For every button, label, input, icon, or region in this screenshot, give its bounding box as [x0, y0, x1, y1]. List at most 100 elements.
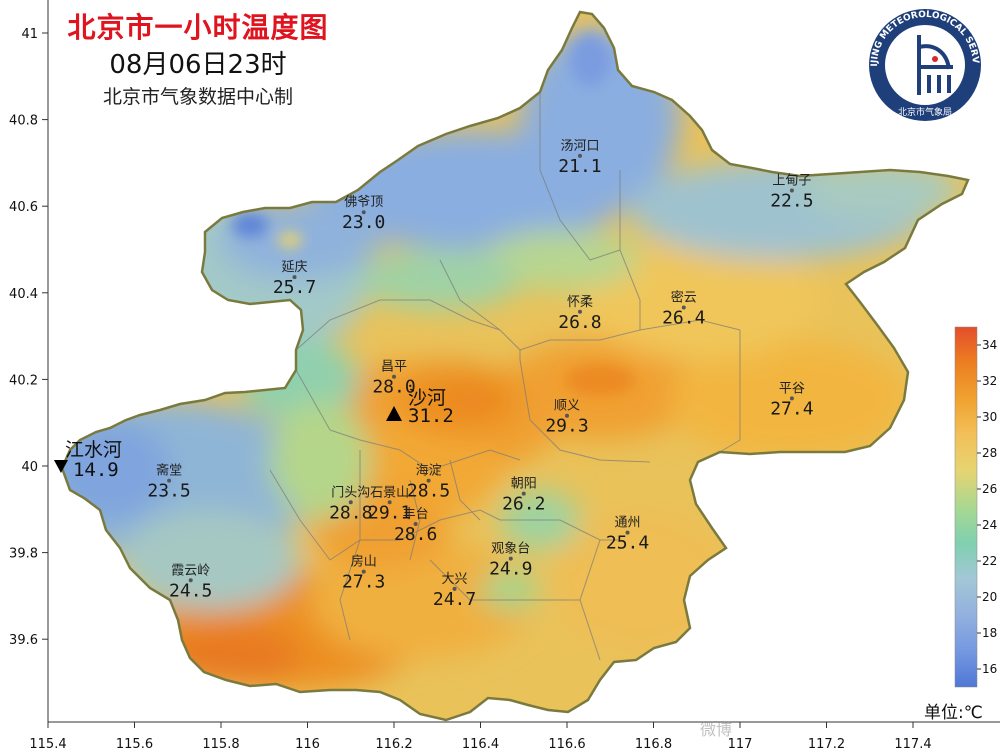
station: 延庆 25.7: [273, 260, 316, 298]
map-source: 北京市气象数据中心制: [102, 86, 293, 108]
station-dot: [565, 413, 569, 418]
station: 斋堂 23.5: [147, 463, 190, 502]
station: 观象台 24.9: [489, 542, 532, 580]
station-dot: [387, 500, 392, 505]
x-axis-ticks: 115.4 115.6 115.8 116 116.2 116.4 116.6 116.8 11…: [29, 722, 932, 752]
x-tick-label: 116.8: [635, 737, 672, 752]
station-dot: [508, 556, 513, 561]
station: 大兴 24.7: [433, 572, 476, 610]
legend-tick-label: 30: [982, 410, 997, 424]
station-name: 汤河口: [560, 139, 599, 154]
station-dot: [577, 153, 582, 158]
station: 上甸子 22.5: [770, 174, 813, 212]
station-value: 24.5: [169, 580, 212, 601]
station-labels: 汤河口 21.1 上甸子 22.5 佛爷顶 23.0 延庆 25.7 怀柔 26.8 密云 26.4 昌…: [147, 139, 813, 610]
station: 汤河口 21.1: [558, 139, 601, 177]
station: 丰台 28.6: [394, 507, 437, 545]
map-title: 北京市一小时温度图: [67, 11, 329, 44]
station-value: 27.4: [770, 398, 813, 419]
max-station-name: 沙河: [408, 387, 446, 409]
station: 佛爷顶 23.0: [342, 195, 385, 233]
station-dot: [413, 521, 418, 526]
legend-tick-label: 28: [982, 446, 997, 460]
x-tick-label: 116.4: [462, 737, 499, 752]
min-station-name: 江水河: [65, 439, 122, 461]
station-name: 密云: [671, 289, 697, 305]
legend-tick-label: 24: [982, 518, 997, 532]
station-dot: [577, 309, 582, 314]
station: 霞云岭 24.5: [169, 563, 212, 601]
color-legend: 34 32 30 28 26 24 22 20 18 16: [954, 326, 997, 688]
legend-tick-label: 20: [982, 590, 997, 604]
y-tick-label: 40.6: [9, 200, 38, 215]
station-name: 佛爷顶: [344, 195, 383, 210]
station-dot: [292, 275, 297, 280]
x-tick-label: 115.6: [116, 737, 153, 752]
station-value: 24.9: [489, 559, 532, 580]
x-tick-label: 117.2: [808, 737, 845, 752]
map-datetime: 08月06日23时: [109, 50, 287, 80]
watermark: 微博: [700, 720, 733, 739]
station-name: 观象台: [491, 542, 530, 557]
station-value: 28.6: [394, 524, 437, 545]
x-tick-label: 115.8: [202, 737, 239, 752]
station-value: 22.5: [770, 191, 813, 212]
station-value: 25.4: [606, 533, 649, 554]
station-name: 石景山: [370, 485, 409, 500]
legend-tick-label: 34: [982, 338, 997, 352]
temperature-field: [62, 12, 968, 720]
station-value: 23.5: [147, 481, 190, 502]
y-axis-ticks: 41 40.8 40.6 40.4 40.2 40 39.8 39.6: [9, 27, 48, 648]
station-name: 门头沟: [331, 485, 370, 500]
y-tick-label: 40.4: [9, 287, 38, 302]
station-name: 斋堂: [156, 463, 182, 479]
x-tick-label: 117: [728, 737, 753, 752]
station-value: 26.2: [502, 494, 545, 515]
x-tick-label: 116.6: [548, 737, 585, 752]
station-name: 延庆: [282, 260, 308, 275]
station-dot: [681, 305, 686, 310]
station-dot: [167, 478, 172, 483]
station-dot: [521, 491, 526, 496]
station: 石景山 29.1: [368, 485, 411, 523]
station-name: 房山: [351, 554, 377, 570]
max-station-value: 31.2: [408, 405, 454, 427]
y-tick-label: 41: [21, 27, 38, 42]
logo-cn: 北京市气象局: [898, 106, 952, 118]
station: 密云 26.4: [662, 289, 705, 328]
axis-frame: [47, 0, 1000, 723]
station-value: 28.5: [407, 481, 450, 502]
station-value: 28.0: [372, 377, 415, 398]
station-value: 25.7: [273, 277, 316, 298]
max-triangle-icon: [386, 406, 402, 422]
legend-tick-label: 32: [982, 374, 997, 388]
station-value: 26.4: [662, 307, 705, 328]
station-dot: [188, 578, 193, 583]
bms-logo: BEIJING METEOROLOGICAL SERVICE 北京市气象局: [869, 9, 981, 121]
station-value: 24.7: [433, 589, 476, 610]
y-tick-label: 39.6: [9, 633, 38, 648]
legend-tick-label: 18: [982, 626, 997, 640]
legend-tick-label: 22: [982, 554, 997, 568]
station-dot: [392, 374, 396, 379]
station-dot: [789, 396, 794, 401]
station: 海淀 28.5: [407, 464, 450, 502]
station-name: 昌平: [381, 360, 407, 375]
x-tick-label: 116: [295, 737, 320, 752]
station-value: 29.1: [368, 502, 411, 523]
station-name: 怀柔: [567, 295, 593, 310]
station-name: 通州: [615, 516, 641, 531]
station: 顺义 29.3: [545, 399, 588, 437]
station-name: 霞云岭: [171, 563, 210, 578]
unit-label: 单位:℃: [924, 703, 983, 723]
min-station: 江水河 14.9: [53, 439, 122, 481]
legend-tick-label: 16: [982, 662, 997, 676]
max-station: 沙河 31.2: [386, 387, 454, 427]
station-dot: [348, 500, 353, 505]
station-value: 29.3: [545, 416, 588, 437]
station-name: 上甸子: [772, 174, 811, 189]
station-dot: [361, 210, 366, 215]
station-name: 朝阳: [511, 477, 537, 492]
station-dot: [625, 530, 630, 535]
station-value: 21.1: [558, 156, 601, 177]
